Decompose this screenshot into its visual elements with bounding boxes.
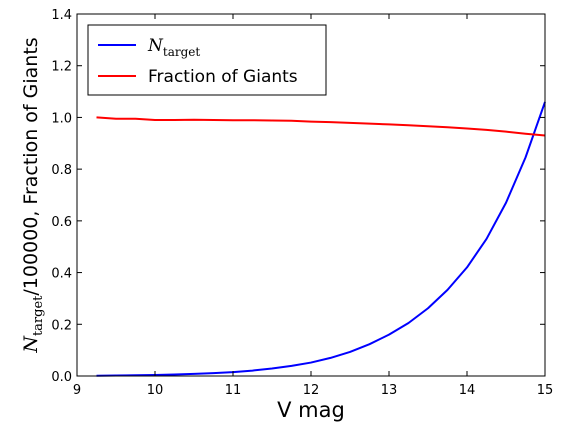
x-tick-label: 10 — [147, 383, 164, 398]
legend-label-subscript: target — [163, 45, 200, 59]
series-layer — [96, 101, 546, 377]
y-tick-label: 0.0 — [51, 370, 72, 385]
legend-label-symbol: N — [147, 36, 164, 56]
x-tick-label: 11 — [225, 383, 242, 398]
y-axis-title-symbol: N — [20, 335, 42, 354]
y-axis-title-subscript: target — [31, 295, 46, 336]
legend-label: Ntarget — [147, 36, 200, 59]
y-tick-label: 0.2 — [51, 318, 72, 333]
series-line-n-target — [96, 101, 546, 377]
x-tick-label: 12 — [303, 383, 320, 398]
y-tick-label: 0.4 — [51, 267, 72, 282]
y-axis-title-suffix: /100000, Fraction of Giants — [20, 37, 42, 295]
y-tick-label: 1.4 — [51, 8, 72, 23]
x-tick-label: 13 — [381, 383, 398, 398]
x-tick-label: 9 — [73, 383, 81, 398]
legend-box — [87, 24, 327, 96]
y-tick-label: 1.2 — [51, 60, 72, 75]
y-tick-label: 0.8 — [51, 163, 72, 178]
axes-layer: 9 10 11 12 13 14 15 0.0 0.2 0.4 0.6 0.8 1.0 1.2 1.4 — [51, 8, 553, 398]
y-tick-label: 0.6 — [51, 215, 72, 230]
x-tick-label: 15 — [537, 383, 554, 398]
legend-label: Fraction of Giants — [148, 67, 298, 87]
legend: Ntarget Fraction of Giants — [87, 24, 327, 96]
x-axis-title: V mag — [277, 398, 345, 422]
x-tick-label: 14 — [459, 383, 476, 398]
y-tick-label: 1.0 — [51, 111, 72, 126]
y-axis-title: Ntarget/100000, Fraction of Giants — [20, 37, 46, 353]
series-line-fraction-of-giants — [96, 116, 546, 137]
